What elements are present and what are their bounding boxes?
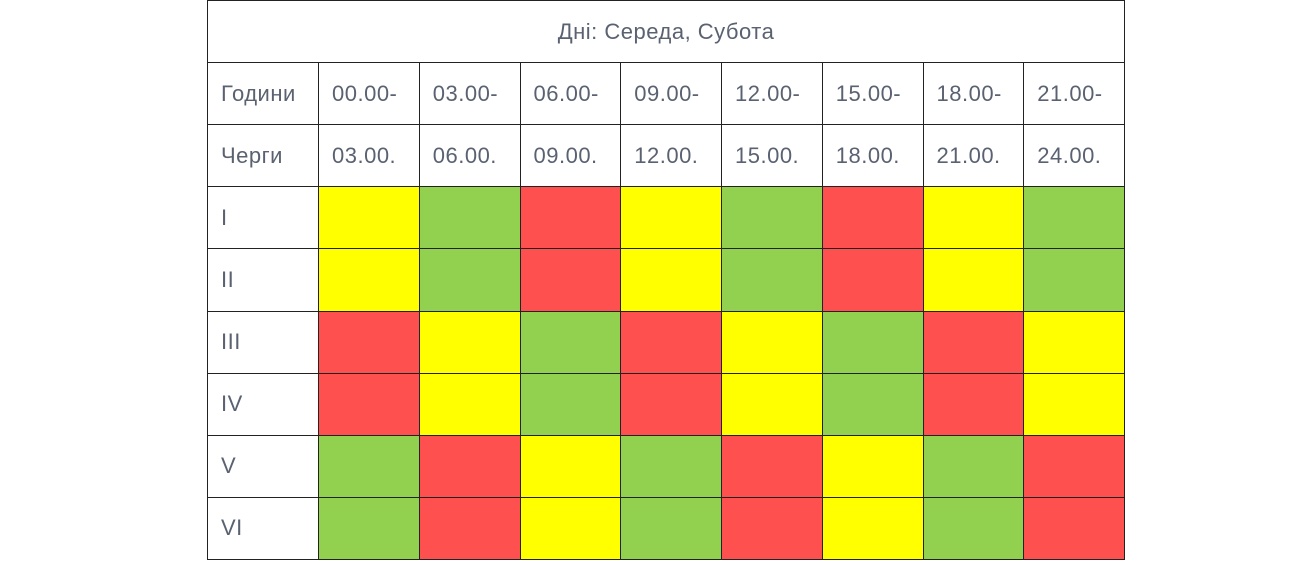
status-cell-yellow: [721, 310, 823, 374]
status-cell-red: [1023, 434, 1126, 498]
status-cell-yellow: [620, 186, 722, 250]
time-slot-end: 12.00.: [620, 124, 722, 188]
status-cell-green: [821, 310, 924, 374]
time-slot-start: 15.00-: [821, 62, 924, 126]
status-cell-yellow: [721, 372, 823, 436]
status-cell-red: [519, 248, 622, 312]
time-slot-start: 03.00-: [418, 62, 521, 126]
time-slot-start: 18.00-: [922, 62, 1025, 126]
time-slot-end: 03.00.: [318, 124, 420, 188]
hours-row-label: Години: [207, 62, 319, 126]
status-cell-red: [620, 310, 722, 374]
hours-header-row: Години 00.00- 03.00- 06.00- 09.00- 12.00- 15.…: [207, 62, 1126, 126]
status-cell-red: [922, 372, 1025, 436]
queue-label: V: [207, 434, 319, 498]
status-cell-red: [318, 310, 420, 374]
time-slot-start: 21.00-: [1023, 62, 1126, 126]
status-cell-green: [1023, 186, 1126, 250]
status-cell-yellow: [821, 496, 924, 561]
time-slot-start: 12.00-: [721, 62, 823, 126]
status-cell-green: [318, 496, 420, 561]
status-cell-yellow: [922, 186, 1025, 250]
status-cell-red: [922, 310, 1025, 374]
queue-label: VI: [207, 496, 319, 561]
time-slot-start: 00.00-: [318, 62, 420, 126]
status-cell-yellow: [922, 248, 1025, 312]
status-cell-yellow: [1023, 310, 1126, 374]
status-cell-red: [721, 496, 823, 561]
queue-row: III: [207, 310, 1126, 374]
queue-label: III: [207, 310, 319, 374]
title-row: Дні: Середа, Субота: [206, 0, 1126, 64]
status-cell-yellow: [519, 434, 622, 498]
status-cell-green: [721, 248, 823, 312]
time-slot-end: 09.00.: [519, 124, 622, 188]
status-cell-yellow: [821, 434, 924, 498]
schedule-title: Дні: Середа, Субота: [206, 0, 1126, 64]
status-cell-yellow: [519, 496, 622, 561]
queue-row: V: [207, 434, 1126, 498]
status-cell-yellow: [620, 248, 722, 312]
status-cell-yellow: [418, 310, 521, 374]
queue-row: I: [207, 186, 1126, 250]
status-cell-green: [1023, 248, 1126, 312]
time-slot-end: 21.00.: [922, 124, 1025, 188]
status-cell-green: [721, 186, 823, 250]
time-slot-start: 09.00-: [620, 62, 722, 126]
status-cell-green: [318, 434, 420, 498]
status-cell-green: [821, 372, 924, 436]
status-cell-red: [1023, 496, 1126, 561]
status-cell-green: [519, 310, 622, 374]
status-cell-red: [418, 434, 521, 498]
status-cell-yellow: [318, 248, 420, 312]
time-slot-end: 18.00.: [821, 124, 924, 188]
status-cell-green: [620, 434, 722, 498]
queue-label: I: [207, 186, 319, 250]
status-cell-red: [821, 186, 924, 250]
status-cell-green: [620, 496, 722, 561]
status-cell-yellow: [418, 372, 521, 436]
queue-row: II: [207, 248, 1126, 312]
queue-row: IV: [207, 372, 1126, 436]
queues-row-label: Черги: [207, 124, 319, 188]
schedule-body: Дні: Середа, Субота Години 00.00- 03.00- 0…: [206, 0, 1126, 561]
queues-header-row: Черги 03.00. 06.00. 09.00. 12.00. 15.00. 18.0…: [207, 124, 1126, 188]
outage-schedule-table: Дні: Середа, Субота Години 00.00- 03.00- 0…: [206, 0, 1126, 561]
status-cell-red: [519, 186, 622, 250]
queue-label: II: [207, 248, 319, 312]
status-cell-red: [418, 496, 521, 561]
time-slot-end: 06.00.: [418, 124, 521, 188]
status-cell-red: [721, 434, 823, 498]
status-cell-green: [922, 496, 1025, 561]
status-cell-green: [418, 186, 521, 250]
status-cell-red: [620, 372, 722, 436]
status-cell-yellow: [318, 186, 420, 250]
time-slot-start: 06.00-: [519, 62, 622, 126]
status-cell-green: [519, 372, 622, 436]
status-cell-red: [821, 248, 924, 312]
queue-row: VI: [207, 496, 1126, 561]
status-cell-green: [418, 248, 521, 312]
status-cell-red: [318, 372, 420, 436]
status-cell-green: [922, 434, 1025, 498]
status-cell-yellow: [1023, 372, 1126, 436]
time-slot-end: 24.00.: [1023, 124, 1126, 188]
time-slot-end: 15.00.: [721, 124, 823, 188]
queue-label: IV: [207, 372, 319, 436]
